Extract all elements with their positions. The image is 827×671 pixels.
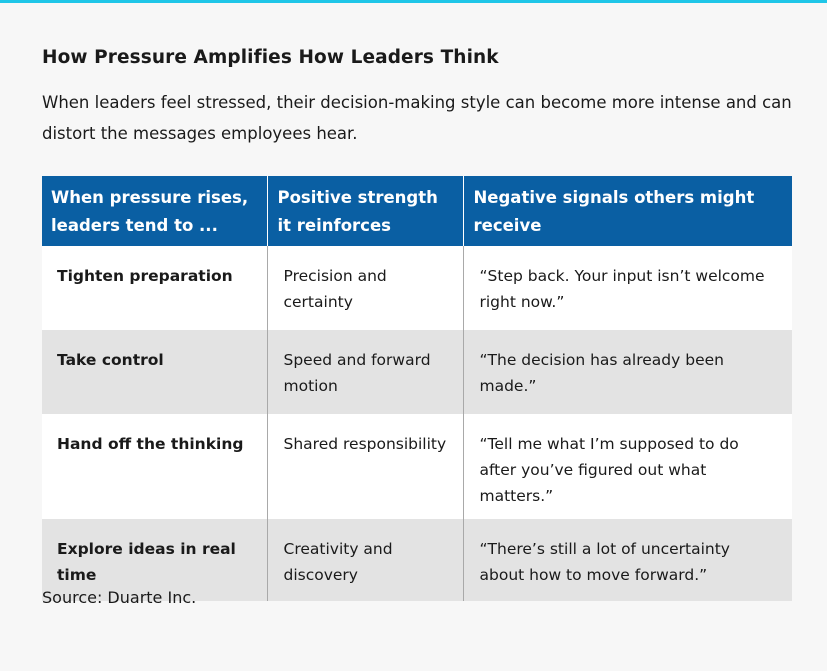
cell-tendency: Take control	[42, 330, 267, 414]
cell-tendency: Explore ideas in real time	[42, 519, 267, 601]
table-row: Tighten preparation Precision and certai…	[42, 246, 792, 330]
header-signal: Negative signals others might receive	[462, 176, 792, 246]
cell-signal: “There’s still a lot of uncertainty abou…	[462, 519, 792, 601]
cell-strength: Shared responsibility	[266, 414, 463, 519]
cell-tendency: Hand off the thinking	[42, 414, 267, 519]
cell-tendency: Tighten preparation	[42, 246, 267, 330]
pressure-table: When pressure rises, leaders tend to ...…	[42, 176, 792, 601]
header-tendency: When pressure rises, leaders tend to ...	[42, 176, 267, 246]
cell-signal: “Step back. Your input isn’t welcome rig…	[462, 246, 792, 330]
header-strength: Positive strength it reinforces	[266, 176, 463, 246]
cell-strength: Precision and certainty	[266, 246, 463, 330]
table-row: Hand off the thinking Shared responsibil…	[42, 414, 792, 519]
accent-top-bar	[0, 0, 827, 3]
table-row: Take control Speed and forward motion “T…	[42, 330, 792, 414]
cell-strength: Creativity and discovery	[266, 519, 463, 601]
table-row: Explore ideas in real time Creativity an…	[42, 519, 792, 601]
table-header-row: When pressure rises, leaders tend to ...…	[42, 176, 792, 246]
cell-signal: “Tell me what I’m supposed to do after y…	[462, 414, 792, 519]
article-title: How Pressure Amplifies How Leaders Think	[42, 47, 499, 68]
source-note: Source: Duarte Inc.	[42, 588, 197, 607]
article-subtitle: When leaders feel stressed, their decisi…	[42, 93, 792, 143]
cell-signal: “The decision has already been made.”	[462, 330, 792, 414]
cell-strength: Speed and forward motion	[266, 330, 463, 414]
